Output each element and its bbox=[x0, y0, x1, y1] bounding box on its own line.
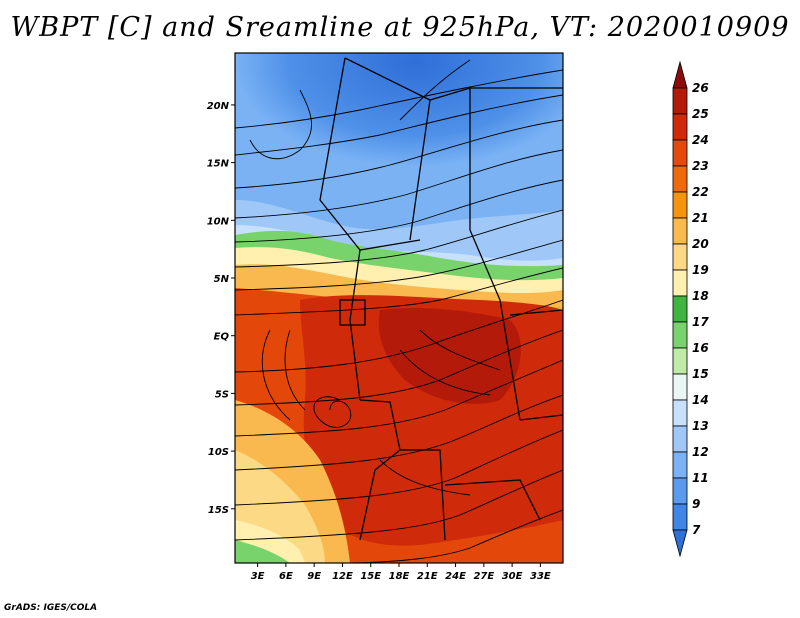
lat-label: 15S bbox=[208, 505, 229, 516]
longitude-axis: 3E 6E 9E 12E 15E 18E 21E 24E 27E 30E 33E bbox=[251, 563, 551, 582]
colorbar-label: 21 bbox=[692, 211, 709, 225]
colorbar-label: 14 bbox=[692, 393, 709, 407]
colorbar-segment bbox=[672, 373, 688, 401]
wbpt-field bbox=[235, 53, 563, 563]
colorbar-segment bbox=[672, 217, 688, 245]
colorbar-segment bbox=[672, 321, 688, 349]
lon-label: 15E bbox=[360, 571, 381, 582]
colorbar-label: 9 bbox=[692, 497, 700, 511]
colorbar-label: 13 bbox=[692, 419, 709, 433]
latitude-axis: 20N 15N 10N 5N EQ 5S 10S 15S bbox=[207, 101, 235, 516]
map-title: WBPT [C] and Sreamline at 925hPa, VT: 20… bbox=[10, 12, 790, 43]
colorbar-segment bbox=[672, 243, 688, 271]
lat-label: 20N bbox=[207, 101, 230, 112]
colorbar-label: 18 bbox=[692, 289, 709, 303]
lon-label: 18E bbox=[389, 571, 410, 582]
country-borders bbox=[319, 57, 563, 541]
lat-label: 5S bbox=[215, 389, 229, 400]
lat-label: EQ bbox=[214, 332, 230, 343]
colorbar-segment bbox=[672, 87, 688, 115]
colorbar-segment bbox=[672, 269, 688, 297]
lat-label: 15N bbox=[207, 159, 230, 170]
colorbar-label: 26 bbox=[692, 81, 709, 95]
colorbar-segment bbox=[672, 165, 688, 193]
colorbar-label: 11 bbox=[692, 471, 709, 485]
colorbar-segment bbox=[672, 477, 688, 505]
streamlines bbox=[235, 59, 563, 563]
colorbar-label: 16 bbox=[692, 341, 709, 355]
lat-label: 10S bbox=[208, 447, 229, 458]
colorbar-label: 19 bbox=[692, 263, 709, 277]
grads-credit: GrADS: IGES/COLA bbox=[4, 603, 98, 613]
lat-label: 10N bbox=[207, 216, 230, 227]
colorbar-segment bbox=[672, 503, 688, 531]
colorbar-min-triangle bbox=[672, 529, 688, 558]
lon-label: 9E bbox=[307, 571, 321, 582]
colorbar-max-triangle bbox=[672, 60, 688, 89]
colorbar-label: 22 bbox=[692, 185, 709, 199]
lon-label: 24E bbox=[445, 571, 466, 582]
colorbar-segment bbox=[672, 399, 688, 427]
colorbar-segment bbox=[672, 295, 688, 323]
colorbar-label: 24 bbox=[692, 133, 709, 147]
colorbar-segment bbox=[672, 139, 688, 167]
colorbar-segment bbox=[672, 425, 688, 453]
lon-label: 30E bbox=[502, 571, 523, 582]
colorbar-label: 20 bbox=[692, 237, 709, 251]
lat-label: 5N bbox=[214, 274, 230, 285]
colorbar-label: 12 bbox=[692, 445, 709, 459]
lon-label: 21E bbox=[417, 571, 438, 582]
lon-label: 12E bbox=[332, 571, 353, 582]
lon-label: 27E bbox=[473, 571, 494, 582]
colorbar-label: 7 bbox=[692, 523, 701, 537]
lon-label: 3E bbox=[251, 571, 265, 582]
colorbar-label: 25 bbox=[692, 107, 709, 121]
colorbar: 7 9 11 12 13 14 15 16 17 18 19 20 21 22 23 24 25 26 bbox=[672, 60, 709, 558]
colorbar-segment bbox=[672, 113, 688, 141]
colorbar-label: 15 bbox=[692, 367, 709, 381]
lon-label: 6E bbox=[279, 571, 293, 582]
colorbar-segment bbox=[672, 451, 688, 479]
colorbar-label: 23 bbox=[692, 159, 709, 173]
colorbar-segment bbox=[672, 347, 688, 375]
lon-label: 33E bbox=[530, 571, 551, 582]
colorbar-segment bbox=[672, 191, 688, 219]
colorbar-label: 17 bbox=[692, 315, 709, 329]
